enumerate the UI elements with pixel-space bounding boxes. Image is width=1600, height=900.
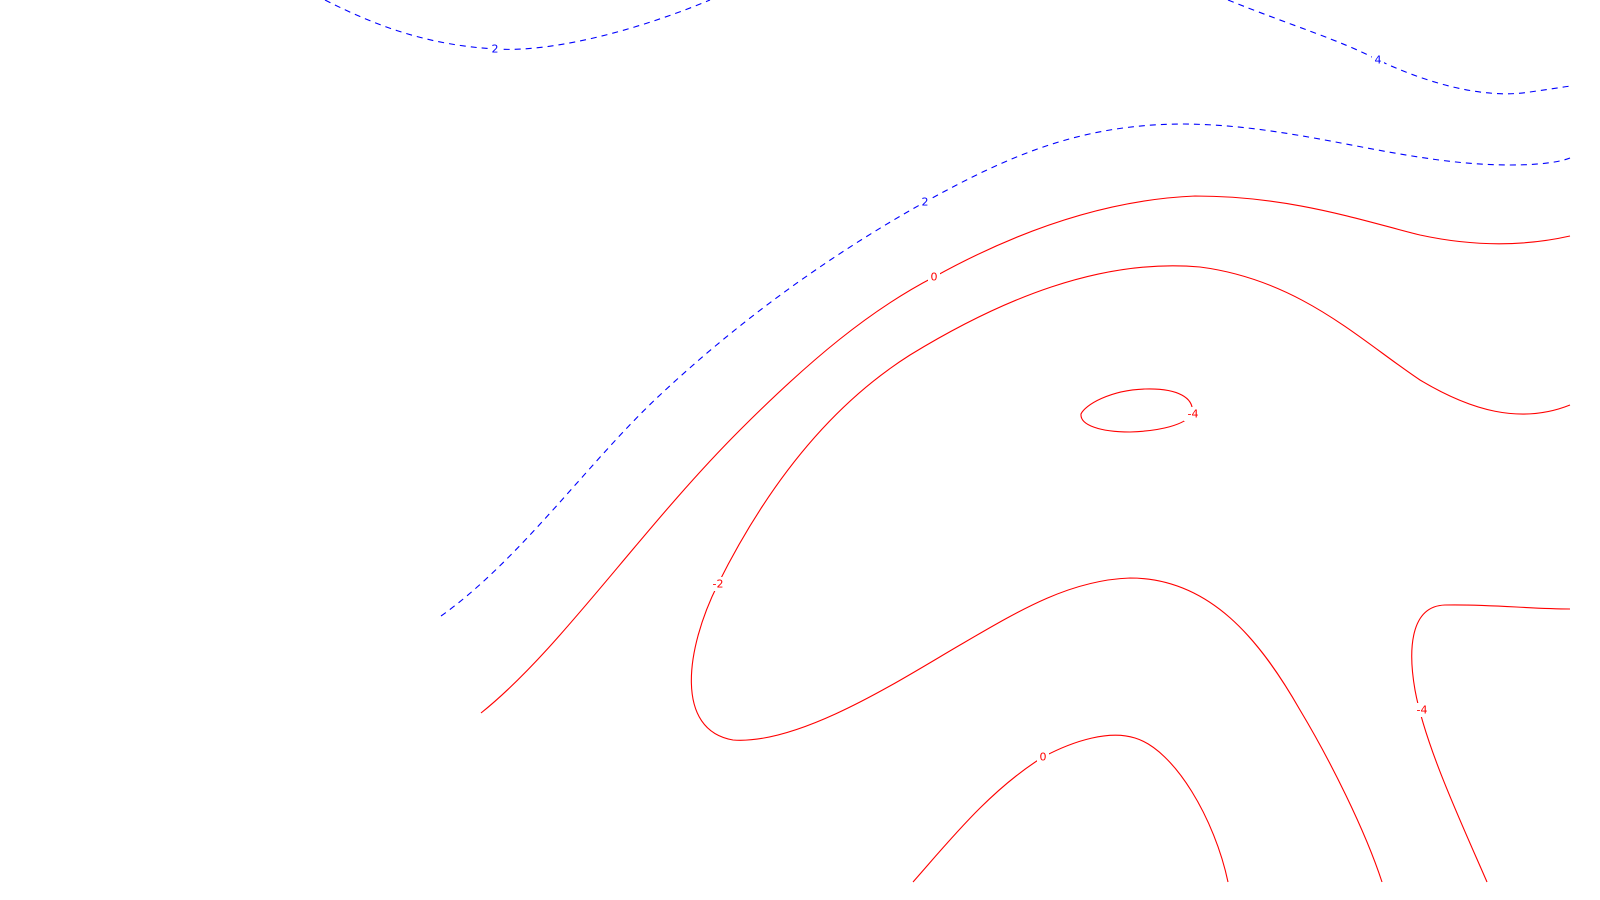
contour-line-c-zero-upper	[480, 195, 1571, 714]
contour-label-c-neg-2-loop: -2	[709, 577, 727, 591]
contour-label-c-zero-upper: 0	[928, 270, 940, 284]
contour-label-c-zero-lower: 0	[1037, 750, 1049, 764]
contour-line-c-pos-4-topright	[1227, 0, 1571, 95]
contour-line-c-neg-4-small	[1080, 388, 1193, 433]
contour-label-text: -4	[1188, 408, 1199, 421]
contour-line-c-pos-2-mid	[440, 123, 1571, 617]
contour-label-c-neg-4-small: -4	[1184, 407, 1202, 421]
contour-label-text: 2	[922, 196, 929, 209]
contour-label-c-pos-4-topright: 4	[1372, 53, 1384, 67]
contour-line-c-neg-4-right	[1411, 604, 1571, 883]
contour-line-c-pos-2-top	[324, 0, 711, 50]
contour-label-text: 2	[492, 43, 499, 56]
contour-label-text: 0	[1040, 751, 1047, 764]
contour-label-text: -4	[1417, 704, 1428, 717]
contour-label-c-pos-2-top: 2	[489, 42, 501, 56]
contour-label-c-pos-2-mid: 2	[919, 195, 931, 209]
contour-line-c-zero-lower	[912, 734, 1229, 883]
contour-label-text: -2	[713, 578, 724, 591]
contour-label-text: 4	[1375, 54, 1382, 67]
contour-labels: 2 4 2 0 -2 -4 0 -4	[489, 42, 1431, 764]
contour-label-c-neg-4-right: -4	[1413, 703, 1431, 717]
contour-line-c-neg-2-loop	[690, 265, 1571, 883]
contour-label-text: 0	[931, 271, 938, 284]
